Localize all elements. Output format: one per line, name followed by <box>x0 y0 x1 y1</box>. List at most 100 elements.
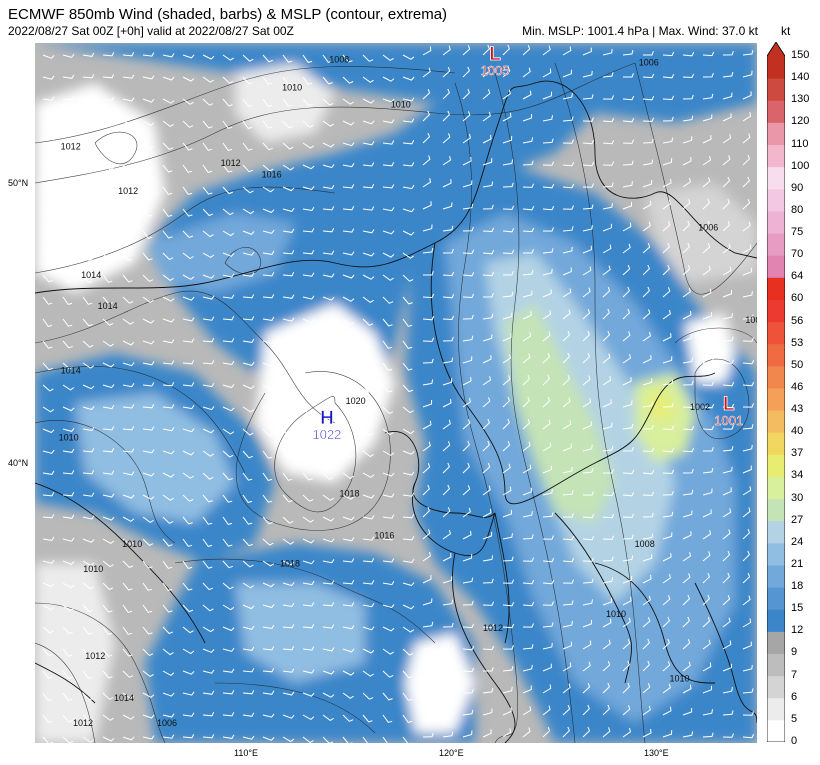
colorbar-segment <box>767 520 785 544</box>
wind-barb <box>242 384 255 390</box>
wind-barb <box>402 162 415 167</box>
wind-barb <box>702 572 711 584</box>
wind-barb <box>322 494 334 501</box>
wind-barb <box>182 274 195 280</box>
wind-barb <box>222 230 235 237</box>
wind-barb <box>142 449 155 454</box>
wind-barb <box>482 418 490 430</box>
wind-barb <box>502 205 515 210</box>
wind-barb <box>422 667 435 673</box>
wind-barb <box>242 646 255 651</box>
wind-barb <box>302 249 315 255</box>
wind-barb <box>202 604 214 612</box>
colorbar-segment <box>767 144 785 168</box>
wind-barb <box>362 54 374 62</box>
wind-barb <box>42 582 55 588</box>
wind-barb <box>122 494 135 499</box>
wind-barb <box>462 530 472 540</box>
wind-barb <box>242 98 253 107</box>
wind-barb <box>122 142 135 149</box>
wind-barb <box>222 690 235 695</box>
wind-barb <box>202 428 215 434</box>
wind-barb <box>582 491 594 496</box>
wind-barb <box>282 142 294 150</box>
wind-barb <box>462 335 474 342</box>
wind-barb <box>442 271 455 277</box>
wind-barb <box>162 604 173 613</box>
wind-barb <box>102 384 115 389</box>
wind-barb <box>422 379 434 386</box>
shade-lightblue-2 <box>75 393 235 523</box>
wind-barb <box>322 736 334 743</box>
wind-barb <box>722 289 732 298</box>
wind-barb <box>362 472 375 478</box>
wind-barb <box>342 714 354 722</box>
wind-barb <box>242 735 255 740</box>
wind-barb <box>702 467 714 474</box>
wind-barb <box>642 617 651 628</box>
contour-label: 1008 <box>635 539 655 549</box>
wind-barb <box>162 230 173 239</box>
wind-barb <box>202 560 213 569</box>
wind-barb <box>322 428 333 437</box>
wind-barb <box>602 48 613 56</box>
wind-barb <box>362 692 374 700</box>
wind-barb <box>582 640 592 650</box>
wind-barb <box>382 119 395 124</box>
wind-barb <box>222 604 235 611</box>
wind-barb <box>722 266 732 276</box>
wind-barb <box>222 294 235 299</box>
colorbar-tick-label: 64 <box>791 270 804 283</box>
wind-barb <box>522 353 531 364</box>
wind-barb <box>402 670 413 679</box>
wind-barb <box>362 626 375 631</box>
wind-barb <box>602 161 615 166</box>
contour-label: 1002 <box>690 402 710 412</box>
wind-barb <box>522 137 534 144</box>
wind-barb <box>742 244 752 254</box>
wind-barb <box>702 594 710 606</box>
wind-barb <box>382 362 393 371</box>
wind-barb <box>162 53 175 58</box>
wind-barb <box>162 318 175 323</box>
colorbar-tick-label: 6 <box>791 690 798 703</box>
wind-barb <box>262 646 275 651</box>
wind-barb <box>402 582 415 587</box>
wind-barb <box>202 142 213 151</box>
wind-barb <box>582 468 594 474</box>
colorbar-segment <box>767 56 785 79</box>
wind-barb <box>362 406 373 415</box>
wind-barb <box>662 469 675 475</box>
colorbar-segment <box>767 299 785 323</box>
wind-barb <box>402 76 415 81</box>
wind-barb <box>582 557 595 562</box>
wind-barb <box>82 164 95 169</box>
wind-barb <box>582 266 592 276</box>
wind-barb <box>662 264 670 276</box>
wind-barb <box>542 331 551 342</box>
wind-barb <box>202 690 215 695</box>
wind-barb <box>562 466 573 474</box>
wind-barb <box>582 444 593 452</box>
wind-barb <box>482 623 495 629</box>
wind-barb <box>222 516 233 525</box>
wind-barb <box>622 286 630 298</box>
wind-barb <box>82 492 95 497</box>
wind-barb <box>142 52 155 57</box>
wind-barb <box>262 362 275 368</box>
wind-barb <box>62 274 73 283</box>
map-panel[interactable]: 1008 1010 1010 1006 1012 1012 1016 1012 1006 1014… <box>35 43 757 743</box>
wind-barb <box>442 507 451 518</box>
wind-barb <box>242 164 253 173</box>
colorbar-unit: kt <box>781 24 791 38</box>
wind-barb <box>62 714 73 723</box>
colorbar-segment <box>767 564 785 588</box>
wind-barb <box>362 494 375 499</box>
wind-barb <box>742 91 752 100</box>
wind-barb <box>702 220 710 232</box>
longitude-label: 120°E <box>439 748 464 758</box>
wind-barb <box>642 159 654 166</box>
wind-barb <box>522 644 534 650</box>
wind-barb <box>462 667 475 673</box>
